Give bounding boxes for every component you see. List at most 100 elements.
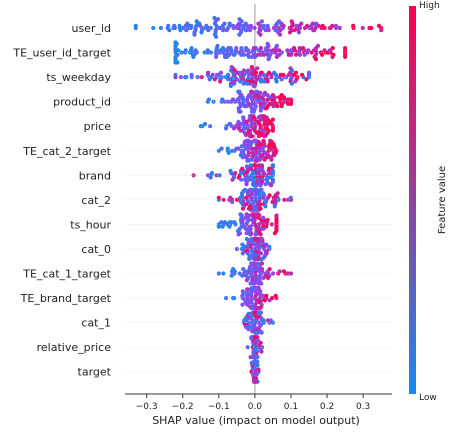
shap-dot — [234, 46, 239, 51]
shap-dot — [296, 30, 301, 35]
x-tick-label: 0.2 — [320, 402, 334, 412]
shap-dot — [293, 52, 299, 57]
shap-dot — [173, 72, 178, 77]
shap-dot — [251, 207, 257, 212]
shap-dot — [255, 66, 260, 71]
shap-dot — [226, 150, 231, 155]
shap-dot — [245, 287, 250, 292]
shap-dot — [241, 115, 246, 120]
shap-dot — [256, 256, 261, 262]
shap-dot — [244, 28, 249, 33]
shap-dot — [215, 43, 220, 49]
shap-dot — [239, 46, 244, 51]
shap-dot — [275, 191, 280, 196]
shap-dot — [221, 271, 226, 276]
shap-dot — [272, 231, 277, 236]
shap-dot — [230, 199, 235, 205]
shap-dot — [285, 271, 291, 276]
shap-dot — [261, 215, 266, 220]
shap-dot — [268, 52, 273, 57]
shap-dot — [288, 271, 294, 276]
shap-dot — [232, 220, 237, 225]
shap-dot — [343, 46, 348, 51]
feature-label: TE_cat_1_target — [22, 268, 111, 281]
shap-dot — [239, 144, 244, 149]
shap-dot — [235, 97, 240, 102]
shap-dot — [237, 89, 242, 94]
shap-dot — [253, 256, 258, 262]
shap-dot — [249, 89, 254, 94]
shap-dot — [274, 21, 280, 26]
shap-dot — [243, 324, 249, 330]
shap-dot — [247, 117, 252, 122]
shap-dot — [214, 54, 219, 60]
shap-dot — [312, 28, 317, 33]
shap-dot — [250, 54, 255, 60]
shap-dot — [360, 25, 365, 31]
shap-dot — [268, 138, 273, 143]
shap-dot — [194, 19, 199, 24]
shap-dot — [259, 187, 264, 192]
shap-dot — [245, 158, 250, 163]
shap-dot — [228, 46, 233, 51]
shap-dot — [184, 75, 189, 80]
shap-dot — [244, 278, 249, 283]
shap-dot — [301, 46, 306, 51]
shap-dot — [306, 70, 312, 75]
shap-dot — [252, 83, 257, 88]
shap-dot — [369, 25, 374, 31]
shap-dot — [250, 139, 255, 144]
shap-dot — [218, 70, 223, 75]
shap-dot — [221, 28, 226, 33]
shap-dot — [242, 52, 247, 57]
shap-dot — [256, 139, 261, 144]
shap-dot — [225, 54, 230, 60]
shap-dot — [238, 195, 243, 200]
shap-dot — [293, 70, 299, 75]
shap-dot — [222, 21, 227, 26]
shap-dot — [245, 81, 250, 86]
shap-dot — [258, 90, 263, 95]
shap-dot — [223, 126, 229, 131]
shap-dot — [240, 166, 245, 171]
shap-dot — [249, 157, 254, 162]
shap-dot — [261, 255, 266, 260]
shap-dot — [320, 23, 325, 28]
shap-dot — [237, 109, 242, 114]
x-tick-label: −0.3 — [136, 402, 158, 412]
shap-dot — [286, 52, 291, 57]
shap-dot — [254, 286, 259, 291]
shap-dot — [177, 23, 182, 28]
shap-dot — [206, 97, 211, 102]
shap-dot — [253, 359, 258, 364]
shap-dot — [299, 21, 304, 26]
shap-dot — [259, 261, 264, 266]
shap-dot — [267, 298, 272, 303]
shap-dot — [277, 48, 282, 53]
shap-dot — [302, 52, 307, 57]
shap-dot — [221, 197, 226, 202]
shap-dot — [234, 246, 239, 252]
x-tick-label: −0.2 — [172, 402, 194, 412]
shap-dot — [240, 251, 245, 256]
shap-dot — [272, 204, 277, 209]
shap-dot — [255, 89, 260, 94]
shap-dot — [275, 104, 280, 109]
shap-dot — [252, 281, 257, 286]
shap-dot — [254, 158, 259, 163]
shap-dot — [258, 232, 263, 237]
feature-label: TE_brand_target — [20, 292, 112, 305]
feature-label: ts_weekday — [46, 71, 111, 84]
shap-dot — [265, 130, 270, 135]
shap-dot — [289, 81, 294, 86]
shap-dot — [327, 48, 333, 53]
shap-dot — [206, 70, 211, 75]
shap-dot — [278, 72, 283, 77]
shap-dot — [238, 70, 243, 75]
shap-dot — [333, 23, 339, 28]
shap-dot — [252, 25, 257, 31]
shap-dot — [238, 128, 243, 133]
shap-dot — [249, 261, 254, 266]
